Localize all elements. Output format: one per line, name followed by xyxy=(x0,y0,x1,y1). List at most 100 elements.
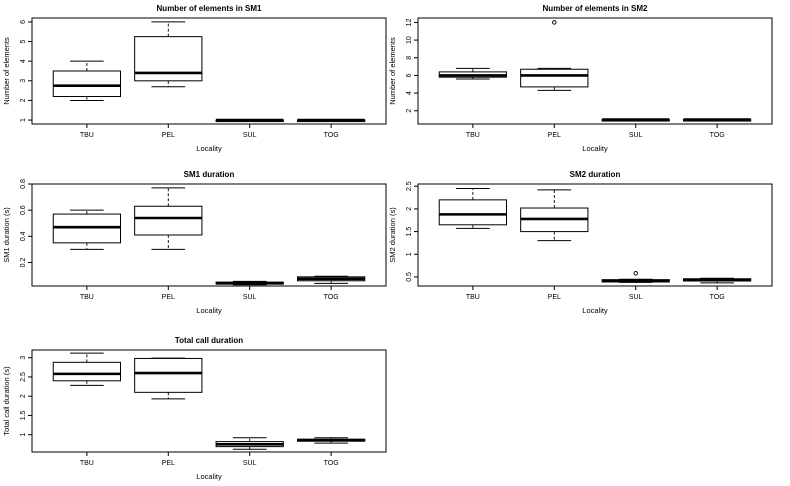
x-tick-label: PEL xyxy=(548,132,561,139)
box-sul xyxy=(215,437,284,450)
x-tick-label: SUL xyxy=(629,294,643,301)
y-tick-label: 2 xyxy=(20,394,27,398)
chart-title: Total call duration xyxy=(175,336,243,345)
x-tick-label: TOG xyxy=(324,460,339,467)
y-axis-label: SM1 duration (s) xyxy=(2,207,11,263)
x-tick-label: SUL xyxy=(243,132,257,139)
x-tick-label: PEL xyxy=(162,294,175,301)
x-tick-label: TOG xyxy=(710,294,725,301)
box-iqr xyxy=(52,361,122,382)
y-axis-label: Total call duration (s) xyxy=(2,366,11,436)
box-tbu xyxy=(52,209,122,250)
box-tbu xyxy=(52,60,122,101)
box-tog xyxy=(683,277,752,284)
box-sul xyxy=(215,280,284,286)
box-iqr xyxy=(52,213,122,244)
chart-panel-4: SM2 duration Locality SM2 duration (s) 0.5 1… xyxy=(388,170,773,315)
box-iqr xyxy=(438,199,507,226)
x-tick-label: TOG xyxy=(710,132,725,139)
x-tick-label: PEL xyxy=(162,460,175,467)
x-axis-label: Locality xyxy=(196,306,222,315)
y-tick-label: 4 xyxy=(406,91,413,95)
y-tick-label: 1.5 xyxy=(406,227,413,237)
x-tick-label: SUL xyxy=(243,294,257,301)
x-axis-label: Locality xyxy=(196,472,222,481)
chart-panel-1: Number of elements in SM1 Locality Number … xyxy=(2,4,387,153)
y-tick-label: 2 xyxy=(20,98,27,102)
y-tick-label: 2 xyxy=(406,207,413,211)
box-tbu xyxy=(52,352,122,386)
plot-frame xyxy=(31,183,387,287)
y-axis-label: Number of elements xyxy=(2,37,11,105)
chart-title: SM1 duration xyxy=(184,170,235,179)
y-tick-label: 0.4 xyxy=(20,231,27,241)
y-tick-label: 5 xyxy=(20,40,27,44)
box-tog xyxy=(297,437,366,444)
y-tick-label: 1 xyxy=(20,118,27,122)
box-pel xyxy=(134,187,203,250)
x-tick-label: SUL xyxy=(629,132,643,139)
y-tick-label: 1.5 xyxy=(20,410,27,420)
y-tick-label: 2.5 xyxy=(406,181,413,191)
y-tick-label: 0.6 xyxy=(20,205,27,215)
x-tick-label: PEL xyxy=(548,294,561,301)
x-tick-label: TBU xyxy=(466,294,480,301)
x-tick-label: TOG xyxy=(324,132,339,139)
y-tick-label: 0.2 xyxy=(20,257,27,267)
y-tick-label: 6 xyxy=(20,20,27,24)
y-tick-label: 12 xyxy=(406,18,413,26)
box-tog xyxy=(297,275,366,284)
box-pel xyxy=(134,21,203,88)
x-tick-label: TBU xyxy=(80,294,94,301)
plot-frame xyxy=(417,183,773,287)
box-iqr xyxy=(52,70,122,98)
x-tick-label: TBU xyxy=(466,132,480,139)
x-axis-label: Locality xyxy=(582,306,608,315)
plot-frame xyxy=(31,17,387,125)
y-tick-label: 0.8 xyxy=(20,179,27,189)
chart-panel-5: Total call duration Locality Total call du… xyxy=(2,336,387,481)
x-axis-label: Locality xyxy=(582,144,608,153)
chart-title: Number of elements in SM2 xyxy=(543,4,648,13)
box-iqr xyxy=(134,357,203,393)
y-tick-label: 3 xyxy=(20,79,27,83)
y-tick-label: 1 xyxy=(20,433,27,437)
box-pel xyxy=(520,189,589,242)
box-iqr xyxy=(134,205,203,236)
y-tick-label: 1 xyxy=(406,252,413,256)
box-sul xyxy=(215,118,284,123)
x-tick-label: TBU xyxy=(80,460,94,467)
plot-frame xyxy=(31,349,387,453)
box-tog xyxy=(683,118,752,122)
box-pel xyxy=(134,357,203,400)
x-axis-label: Locality xyxy=(196,144,222,153)
x-tick-label: PEL xyxy=(162,132,175,139)
box-sul xyxy=(601,271,670,283)
y-tick-label: 3 xyxy=(20,356,27,360)
y-tick-label: 4 xyxy=(20,59,27,63)
box-sul xyxy=(601,118,670,122)
box-tog xyxy=(297,118,366,123)
y-tick-label: 6 xyxy=(406,73,413,77)
y-axis-label: SM2 duration (s) xyxy=(388,207,397,263)
y-axis-label: Number of elements xyxy=(388,37,397,105)
y-tick-label: 2 xyxy=(406,109,413,113)
y-tick-label: 8 xyxy=(406,56,413,60)
x-tick-label: SUL xyxy=(243,460,257,467)
box-tbu xyxy=(438,188,507,229)
y-tick-label: 0.5 xyxy=(406,272,413,282)
box-pel xyxy=(520,20,589,91)
plot-frame xyxy=(417,17,773,125)
outlier-point xyxy=(633,271,638,276)
box-iqr xyxy=(520,68,589,88)
box-tbu xyxy=(438,67,507,80)
chart-title: Number of elements in SM1 xyxy=(157,4,262,13)
y-tick-label: 2.5 xyxy=(20,372,27,382)
x-tick-label: TBU xyxy=(80,132,94,139)
y-tick-label: 10 xyxy=(406,36,413,44)
chart-title: SM2 duration xyxy=(570,170,621,179)
chart-panel-2: Number of elements in SM2 Locality Number … xyxy=(388,4,773,153)
outlier-point xyxy=(552,20,557,25)
chart-panel-3: SM1 duration Locality SM1 duration (s) 0.2 0… xyxy=(2,170,387,315)
